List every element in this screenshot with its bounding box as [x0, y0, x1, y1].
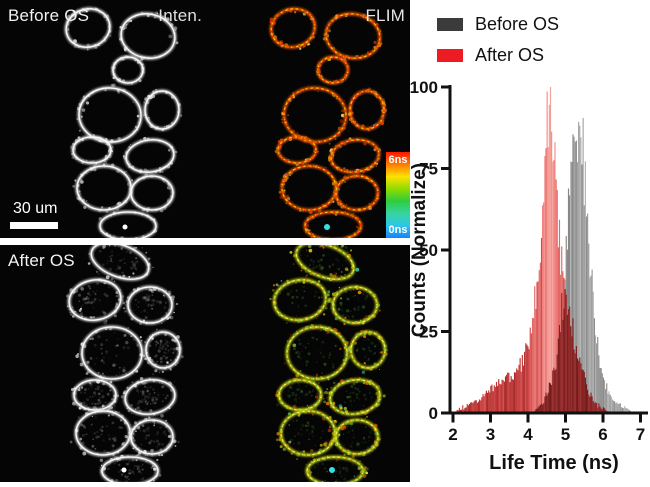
flim-label: FLIM	[365, 6, 405, 25]
colorbar-max-label: 6ns	[388, 154, 408, 166]
x-tick-label: 7	[636, 425, 645, 444]
x-axis-title: Life Time (ns)	[489, 452, 619, 474]
y-tick-label: 100	[410, 78, 438, 97]
colorbar-min-label: 0ns	[388, 224, 408, 236]
y-axis-title: Counts (Normalize)	[410, 163, 430, 337]
y-tick-label: 0	[429, 404, 438, 423]
scale-bar	[10, 222, 58, 229]
before-os-micrograph	[64, 7, 388, 238]
legend-label-after: After OS	[475, 45, 545, 65]
panel-after-os: After OS	[0, 245, 410, 482]
histogram-bars	[455, 87, 633, 414]
legend-label-before: Before OS	[475, 14, 560, 34]
axes: 0 25 50 75 100 2 3 4 5 6 7	[410, 78, 648, 444]
x-tick-label: 5	[561, 425, 570, 444]
y-tick-label: 50	[419, 241, 438, 260]
legend-swatch-after	[437, 49, 463, 62]
panel-after-label: After OS	[8, 251, 75, 270]
panel-before-label: Before OS	[8, 6, 90, 25]
scale-bar-label: 30 um	[13, 200, 58, 217]
x-tick-label: 4	[523, 425, 533, 444]
legend-item-after: After OS	[437, 45, 544, 66]
histogram-plot: 0 25 50 75 100 2 3 4 5 6 7 Counts (Normalize) Life T…	[410, 78, 648, 474]
y-tick-label: 25	[419, 323, 438, 342]
x-tick-label: 6	[598, 425, 607, 444]
legend-swatch-before	[437, 18, 463, 31]
x-tick-label: 3	[486, 425, 495, 444]
intensity-label: Inten.	[158, 6, 202, 25]
legend-item-before: Before OS	[437, 14, 559, 35]
x-tick-label: 2	[448, 425, 457, 444]
panel-before-os: Before OS Inten. FLIM 30 um 6ns 0ns	[0, 0, 410, 238]
lifetime-chart: 0 25 50 75 100 2 3 4 5 6 7 Counts (Normalize) Life T…	[410, 0, 650, 487]
after-os-micrograph	[66, 245, 388, 482]
lifetime-colorbar: 6ns 0ns	[386, 152, 410, 238]
y-tick-label: 75	[419, 160, 438, 179]
micrograph-figure: Before OS Inten. FLIM 30 um 6ns 0ns Afte…	[0, 0, 410, 482]
